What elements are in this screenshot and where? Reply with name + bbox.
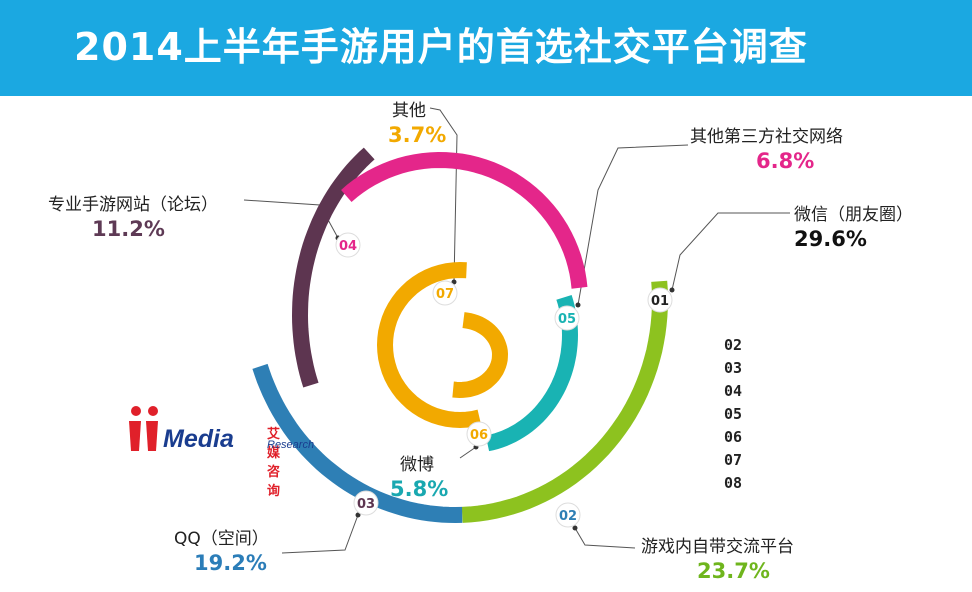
label-name: 专业手游网站（论坛） [48,195,218,215]
legend-number: 02 [724,336,743,354]
leader-line-05 [577,144,689,306]
logo-cn: 艾媒咨询 [267,427,281,499]
legend-number: 04 [724,382,743,400]
label-wechat: 微信（朋友圈） 29.6% [794,200,913,251]
label-name: 微信（朋友圈） [794,205,913,225]
spiral-arcs [252,147,669,524]
leader-line-01 [671,212,790,291]
label-name: QQ（空间） [174,529,269,549]
logo-mark-icon [129,406,158,451]
label-weibo: 微博 5.8% [390,450,448,501]
logo-en: Research [267,439,315,451]
segment-marker-label: 05 [558,312,576,327]
label-third-party: 其他第三方社交网络 6.8% [690,122,843,173]
legend-number: 03 [724,359,743,377]
segment-marker-05: 05 [554,305,580,331]
leader-dot [572,525,578,531]
segment-marker-01: 01 [647,287,673,313]
segment-markers: 01 02 03 04 05 06 07 [335,232,673,528]
label-value: 19.2% [194,551,267,575]
label-name: 游戏内自带交流平台 [641,537,794,557]
leader-line-02 [574,527,636,549]
segment-marker-07: 07 [432,280,458,306]
spiral-segment-4 [341,151,588,289]
segment-marker-label: 04 [339,239,357,254]
label-value: 11.2% [92,217,165,241]
logo-word: Media [163,425,234,453]
label-name: 微博 [400,455,434,475]
spiral-segment-7 [452,312,509,399]
header-bar: 2014上半年手游用户的首选社交平台调查 [0,0,972,96]
segment-marker-label: 06 [470,428,488,443]
legend-number: 07 [724,451,743,469]
leader-dot [355,512,361,518]
legend-number: 06 [724,428,743,446]
label-value: 3.7% [388,123,447,147]
label-value: 6.8% [756,149,815,173]
segment-marker-label: 02 [559,509,577,524]
leader-line-03 [281,514,359,554]
legend-number: 05 [724,405,743,423]
spiral-segment-2 [252,363,463,524]
segment-marker-label: 03 [357,497,375,512]
segment-marker-04: 04 [335,232,361,258]
spiral-segment-3 [291,147,375,388]
label-value: 5.8% [390,477,449,501]
label-ingame: 游戏内自带交流平台 23.7% [641,532,794,583]
spiral-segment-1 [461,280,669,523]
segment-marker-06: 06 [466,421,492,447]
segment-marker-03: 03 [353,490,379,516]
label-name: 其他 [392,101,426,121]
label-other: 其他 3.7% [388,96,446,147]
label-game-sites: 专业手游网站（论坛） 11.2% [48,190,218,241]
legend-number: 08 [724,474,743,492]
segment-marker-02: 02 [555,502,581,528]
leader-line-07 [429,107,458,283]
label-name: 其他第三方社交网络 [690,127,843,147]
page-title: 2014上半年手游用户的首选社交平台调查 [74,25,808,69]
leader-dot [669,287,675,293]
segment-marker-label: 07 [436,287,454,302]
label-qq: QQ（空间） 19.2% [174,524,269,575]
segment-marker-label: 01 [651,294,669,309]
label-value: 23.7% [697,559,770,583]
leader-lines [243,107,790,554]
leader-dot [575,302,581,308]
spiral-segment-6 [376,261,482,429]
label-value: 29.6% [794,227,867,251]
leader-line-06 [459,446,477,459]
